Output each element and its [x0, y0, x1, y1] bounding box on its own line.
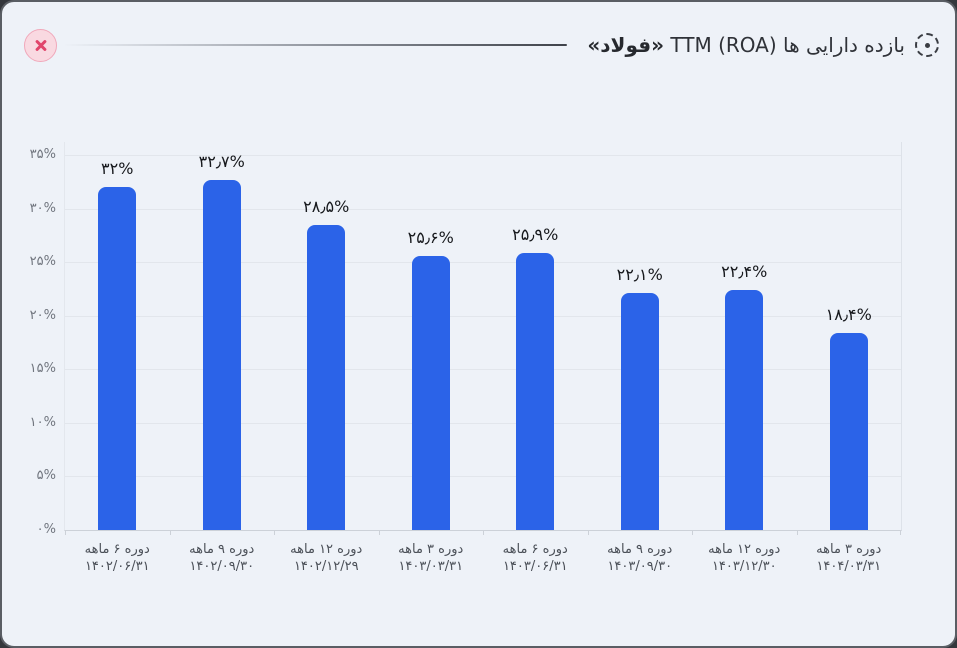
x-axis-label: دوره ۱۲ ماهه ۱۴۰۲/۱۲/۲۹: [264, 541, 389, 575]
x-axis-label: دوره ۱۲ ماهه ۱۴۰۳/۱۲/۳۰: [682, 541, 807, 575]
gridline: [65, 315, 901, 317]
x-axis-tick: [900, 530, 901, 535]
gridline: [65, 369, 901, 371]
x-axis-label: دوره ۹ ماهه ۱۴۰۳/۰۹/۳۰: [578, 541, 703, 575]
x-axis-tick: [274, 530, 275, 535]
bar[interactable]: [620, 293, 659, 530]
chart-title: بازده دارایی ها TTM (ROA) «فولاد»: [587, 33, 905, 57]
x-axis-tick: [378, 530, 380, 535]
x-axis-label-period: دوره ۳ ماهه: [816, 542, 882, 557]
bar[interactable]: [98, 187, 137, 530]
gridline: [65, 262, 901, 264]
bar[interactable]: [411, 255, 450, 530]
x-axis-label-period: دوره ۱۲ ماهه: [290, 542, 363, 557]
bar-value-label: ۲۵٫۶%: [407, 227, 454, 247]
x-axis-tick: [169, 530, 171, 535]
gridline: [65, 476, 901, 478]
x-axis-label-period: دوره ۳ ماهه: [398, 542, 464, 557]
x-axis-label-period: دوره ۶ ماهه: [84, 542, 150, 557]
bar-value-label: ۲۵٫۹%: [512, 224, 559, 244]
x-axis-tick: [796, 530, 798, 535]
x-axis-tick: [692, 530, 693, 535]
x-axis-tick: [483, 530, 484, 535]
bar-value-label: ۳۲٫۷%: [198, 151, 245, 171]
bar[interactable]: [307, 224, 346, 530]
close-button[interactable]: [24, 28, 57, 62]
x-axis-label-date: ۱۴۰۲/۰۹/۳۰: [189, 559, 255, 574]
bar-value-label: ۲۸٫۵%: [303, 196, 350, 216]
y-axis-label: ۵%: [36, 468, 56, 484]
bar[interactable]: [829, 332, 868, 530]
chart-title-symbol: «فولاد»: [587, 33, 665, 57]
gridline: [65, 155, 901, 156]
x-axis-label-date: ۱۴۰۳/۰۶/۳۱: [502, 559, 568, 574]
x-axis-label: دوره ۳ ماهه ۱۴۰۴/۰۳/۳۱: [787, 541, 912, 575]
x-axis-label-date: ۱۴۰۴/۰۳/۳۱: [816, 559, 882, 574]
y-axis-label: ۲۵%: [29, 254, 56, 270]
bar[interactable]: [202, 179, 241, 530]
chart-header: بازده دارایی ها TTM (ROA) «فولاد»: [24, 28, 939, 62]
header-divider: [63, 44, 568, 46]
y-axis-label: ۳۵%: [29, 147, 56, 162]
x-axis-label: دوره ۹ ماهه ۱۴۰۲/۰۹/۳۰: [160, 541, 285, 575]
gridline: [65, 422, 901, 424]
x-axis-label: دوره ۳ ماهه ۱۴۰۳/۰۳/۳۱: [369, 541, 494, 575]
x-axis-label-period: دوره ۶ ماهه: [502, 542, 568, 557]
x-axis-label-period: دوره ۹ ماهه: [607, 542, 673, 557]
y-axis-label: ۳۰%: [29, 200, 56, 216]
x-axis-label-date: ۱۴۰۲/۰۶/۳۱: [84, 559, 150, 574]
x-axis-label: دوره ۶ ماهه ۱۴۰۲/۰۶/۳۱: [55, 541, 180, 575]
gridline: [65, 208, 901, 210]
dashed-circle-target-icon: [915, 33, 939, 57]
bar-value-label: ۲۲٫۴%: [721, 262, 768, 281]
y-axis-label: ۱۵%: [29, 361, 56, 377]
x-axis-label-period: دوره ۱۲ ماهه: [708, 542, 781, 557]
bar-value-label: ۱۸٫۴%: [825, 304, 872, 324]
plot-area: ۰% ۵% ۱۰% ۱۵% ۲۰% ۲۵% ۳۰% ۳۵% ۳۲% دوره ۶ ماهه ۱۴۰۲…: [30, 142, 902, 574]
bar[interactable]: [725, 290, 764, 530]
bar-value-label: ۳۲%: [101, 159, 134, 179]
bar[interactable]: [516, 252, 555, 530]
x-axis-tick: [65, 530, 66, 535]
x-axis-label: دوره ۶ ماهه ۱۴۰۳/۰۶/۳۱: [473, 541, 598, 575]
x-axis-label-period: دوره ۹ ماهه: [189, 542, 255, 557]
chart-title-text: بازده دارایی ها TTM (ROA): [670, 33, 905, 57]
x-axis-label-date: ۱۴۰۳/۰۳/۳۱: [398, 559, 464, 574]
x-axis-label-date: ۱۴۰۳/۰۹/۳۰: [607, 559, 673, 574]
x-axis-label-date: ۱۴۰۳/۱۲/۳۰: [711, 559, 777, 574]
bar-value-label: ۲۲٫۱%: [616, 265, 663, 285]
y-axis-label: ۲۰%: [29, 307, 56, 323]
x-axis-label-date: ۱۴۰۲/۱۲/۲۹: [293, 559, 359, 574]
y-axis-label: ۰%: [36, 522, 56, 537]
x-axis-tick: [587, 530, 589, 535]
y-axis-label: ۱۰%: [29, 414, 56, 430]
